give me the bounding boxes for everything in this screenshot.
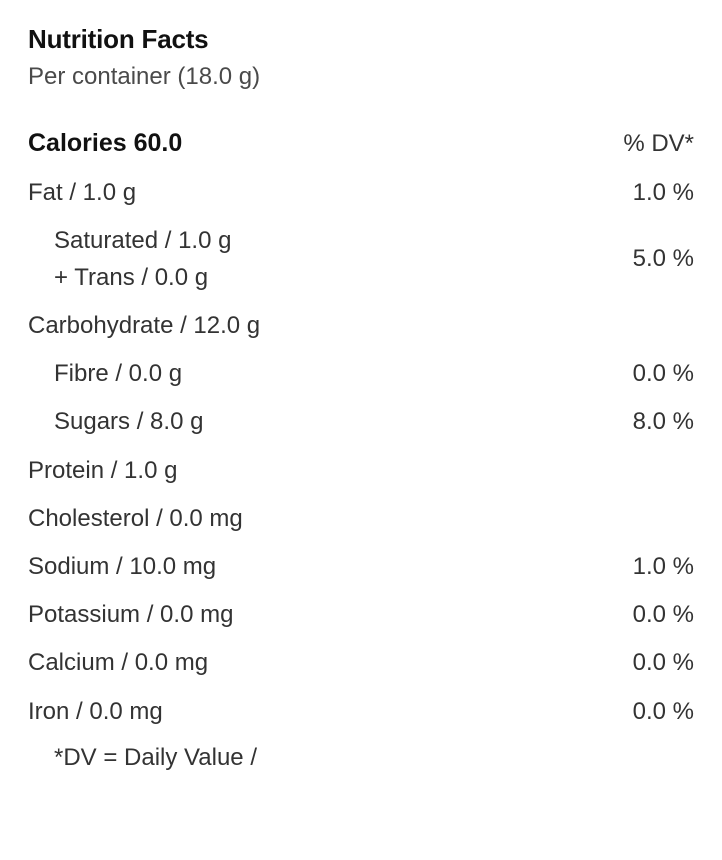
row-value: 0.0 %: [633, 599, 694, 630]
nutrition-row: Sodium / 10.0 mg 1.0 %: [28, 551, 694, 582]
row-label-line: + Trans / 0.0 g: [54, 262, 231, 293]
row-value: 0.0 %: [633, 358, 694, 389]
row-value: 1.0 %: [633, 177, 694, 208]
nutrition-row: Potassium / 0.0 mg 0.0 %: [28, 599, 694, 630]
nutrition-row: Protein / 1.0 g: [28, 455, 694, 486]
row-label: Sugars / 8.0 g: [28, 406, 203, 437]
serving-subtitle: Per container (18.0 g): [28, 63, 694, 91]
row-label: Iron / 0.0 mg: [28, 696, 163, 727]
row-label: Sodium / 10.0 mg: [28, 551, 216, 582]
row-label: Calcium / 0.0 mg: [28, 647, 208, 678]
row-value: 8.0 %: [633, 406, 694, 437]
row-label: Fibre / 0.0 g: [28, 358, 182, 389]
row-value: 5.0 %: [633, 243, 694, 274]
nutrition-row: Fibre / 0.0 g 0.0 %: [28, 358, 694, 389]
nutrition-row: Iron / 0.0 mg 0.0 %: [28, 696, 694, 727]
nutrition-row: Carbohydrate / 12.0 g: [28, 310, 694, 341]
row-label: Protein / 1.0 g: [28, 455, 177, 486]
header-row: Calories 60.0 % DV*: [28, 127, 694, 160]
calories-label: Calories 60.0: [28, 127, 182, 160]
row-value: 0.0 %: [633, 696, 694, 727]
row-label: Potassium / 0.0 mg: [28, 599, 233, 630]
nutrition-rows: Fat / 1.0 g 1.0 % Saturated / 1.0 g + Trans…: [28, 177, 694, 727]
row-label: Carbohydrate / 12.0 g: [28, 310, 260, 341]
row-label-group: Saturated / 1.0 g + Trans / 0.0 g: [28, 225, 231, 293]
dv-header: % DV*: [623, 128, 694, 159]
nutrition-title: Nutrition Facts: [28, 24, 694, 55]
row-label-line: Saturated / 1.0 g: [54, 225, 231, 256]
row-label: Cholesterol / 0.0 mg: [28, 503, 243, 534]
row-value: 1.0 %: [633, 551, 694, 582]
dv-footnote: *DV = Daily Value /: [28, 744, 694, 772]
nutrition-row: Saturated / 1.0 g + Trans / 0.0 g 5.0 %: [28, 225, 694, 293]
row-label: Fat / 1.0 g: [28, 177, 136, 208]
nutrition-row: Cholesterol / 0.0 mg: [28, 503, 694, 534]
nutrition-row: Sugars / 8.0 g 8.0 %: [28, 406, 694, 437]
row-value: 0.0 %: [633, 647, 694, 678]
nutrition-row: Fat / 1.0 g 1.0 %: [28, 177, 694, 208]
nutrition-row: Calcium / 0.0 mg 0.0 %: [28, 647, 694, 678]
